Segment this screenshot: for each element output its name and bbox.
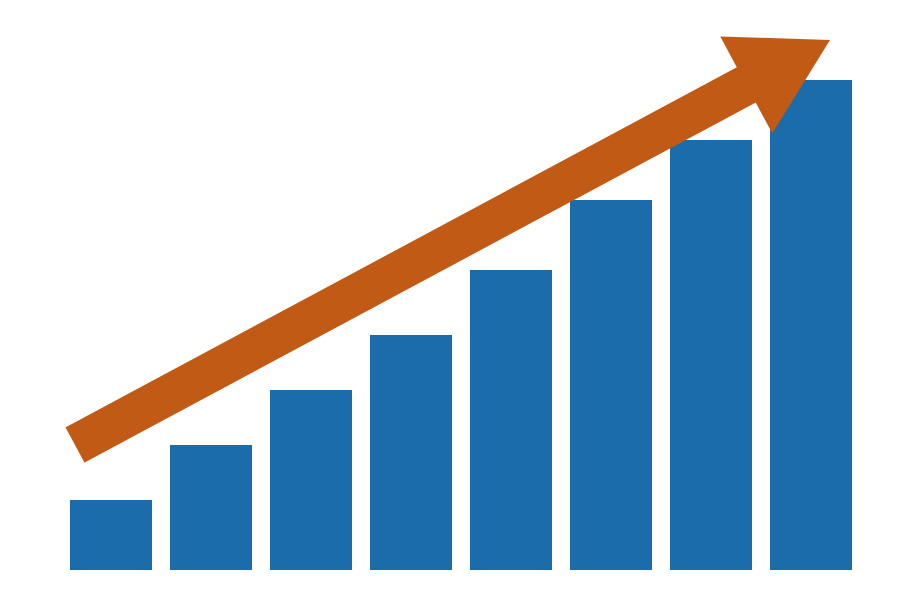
bar bbox=[570, 200, 652, 570]
bar bbox=[270, 390, 352, 570]
bars-group bbox=[0, 0, 900, 600]
bar bbox=[370, 335, 452, 570]
bar bbox=[470, 270, 552, 570]
growth-bar-chart bbox=[0, 0, 900, 600]
bar bbox=[170, 445, 252, 570]
bar bbox=[70, 500, 152, 570]
bar bbox=[670, 140, 752, 570]
bar bbox=[770, 80, 852, 570]
